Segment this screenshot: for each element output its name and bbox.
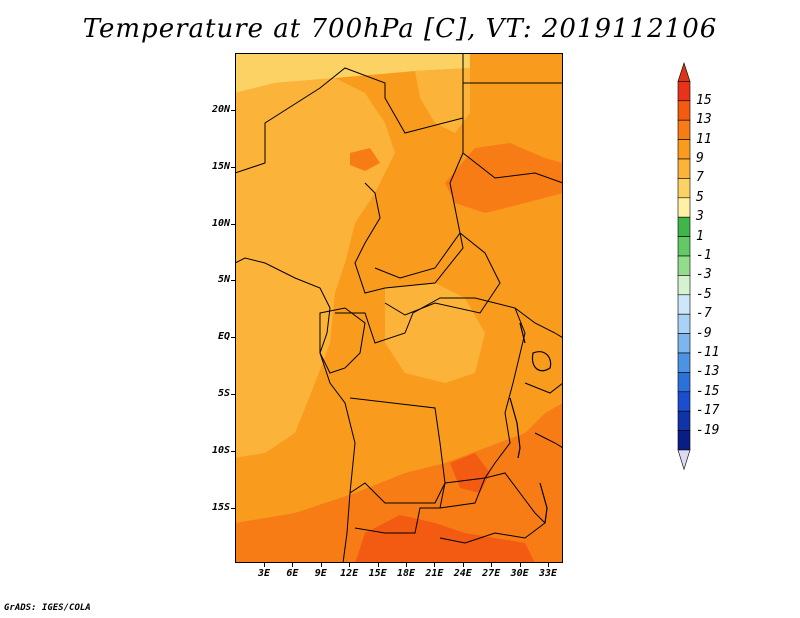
- colorbar-label: 7: [696, 170, 704, 186]
- colorbar-label: 3: [696, 209, 704, 225]
- colorbar-segment: [677, 216, 691, 237]
- lon-label-6e: 6E: [286, 568, 299, 579]
- colorbar-segment: [677, 158, 691, 179]
- colorbar-segment: [677, 313, 691, 334]
- lon-label-24e: 24E: [453, 568, 472, 579]
- border-congo: [319, 307, 366, 374]
- border-drc: [335, 297, 526, 504]
- colorbar-segment: [677, 430, 691, 451]
- lat-label-eq: EQ: [217, 331, 230, 343]
- colorbar-label: 1: [696, 228, 704, 244]
- temp-field-west-7-9: [235, 78, 395, 458]
- temp-field-north-5-7: [235, 53, 470, 93]
- grads-credit: GrADS: IGES/COLA: [4, 603, 91, 613]
- lon-label-3e: 3E: [257, 568, 271, 579]
- colorbar-segment: [677, 255, 691, 276]
- colorbar-label: -3: [696, 267, 712, 283]
- lon-label-9e: 9E: [314, 568, 327, 579]
- colorbar-segment: [677, 294, 691, 315]
- temp-field-upper-7-9: [415, 68, 470, 133]
- colorbar-label: -11: [696, 345, 720, 360]
- lat-label-15s: 15S: [211, 501, 230, 513]
- map-title: Temperature at 700hPa [C], VT: 201911210…: [82, 14, 718, 44]
- border-sahel: [235, 53, 464, 174]
- colorbar-segment: [677, 100, 691, 121]
- lake-victoria: [531, 351, 552, 372]
- temperature-map: [235, 53, 563, 563]
- temp-field-spot-13-15: [450, 453, 490, 493]
- lon-label-30e: 30E: [510, 568, 529, 579]
- colorbar-label: 11: [696, 131, 712, 147]
- lake-malawi: [539, 482, 548, 524]
- border-west-coast: [235, 257, 356, 563]
- colorbar-segment: [677, 275, 691, 296]
- lat-label-20n: 20N: [211, 104, 230, 115]
- lon-label-21e: 21E: [425, 568, 444, 579]
- colorbar-label: -5: [696, 286, 712, 302]
- temp-field-spot-11-13: [350, 148, 380, 171]
- lon-label-12e: 12E: [340, 568, 359, 579]
- colorbar-segment: [677, 410, 691, 431]
- colorbar-label: 15: [696, 92, 712, 108]
- colorbar-segment: [677, 178, 691, 199]
- colorbar-label: -7: [696, 306, 712, 322]
- colorbar-top-arrow: [677, 62, 691, 82]
- border-sudan: [462, 82, 563, 184]
- colorbar-label: -17: [696, 403, 720, 419]
- lat-label-5s: 5S: [217, 388, 230, 399]
- lat-label-10s: 10S: [211, 444, 230, 456]
- border-zambia: [439, 472, 546, 544]
- colorbar-segment: [677, 372, 691, 393]
- colorbar-label: 9: [696, 151, 704, 166]
- lat-label-15n: 15N: [211, 160, 230, 172]
- lat-label-10n: 10N: [211, 217, 230, 229]
- colorbar-segment: [677, 139, 691, 160]
- colorbar-label: 13: [696, 112, 712, 128]
- colorbar-label: -9: [696, 325, 712, 341]
- border-chad: [354, 118, 464, 294]
- colorbar-segment: [677, 333, 691, 354]
- map-frame: [235, 53, 563, 563]
- colorbar-segment: [677, 119, 691, 140]
- lake-albert: [519, 322, 526, 344]
- border-east: [514, 307, 563, 449]
- lake-tanganyika: [509, 397, 521, 459]
- colorbar-label: -19: [696, 422, 720, 438]
- colorbar-segment: [677, 236, 691, 257]
- colorbar-label: 5: [696, 189, 704, 205]
- temp-field-south-11-13: [235, 403, 563, 563]
- colorbar-bottom-arrow: [677, 449, 691, 471]
- colorbar-label: -1: [696, 248, 712, 263]
- lon-label-33e: 33E: [538, 568, 558, 579]
- colorbar: [677, 62, 691, 471]
- lon-label-18e: 18E: [396, 568, 416, 579]
- temp-field-east-11-13: [445, 143, 563, 213]
- lon-label-27e: 27E: [482, 568, 501, 579]
- lon-label-15e: 15E: [368, 568, 387, 579]
- country-borders: [235, 53, 563, 563]
- colorbar-segment: [677, 352, 691, 373]
- lat-label-5n: 5N: [217, 274, 230, 286]
- colorbar-label: -15: [696, 383, 720, 399]
- colorbar-segment: [677, 391, 691, 412]
- colorbar-label: -13: [696, 364, 720, 380]
- colorbar-segment: [677, 197, 691, 218]
- temp-field-central-7-9: [385, 283, 485, 383]
- lakes: [509, 322, 552, 524]
- colorbar-segment: [677, 81, 691, 102]
